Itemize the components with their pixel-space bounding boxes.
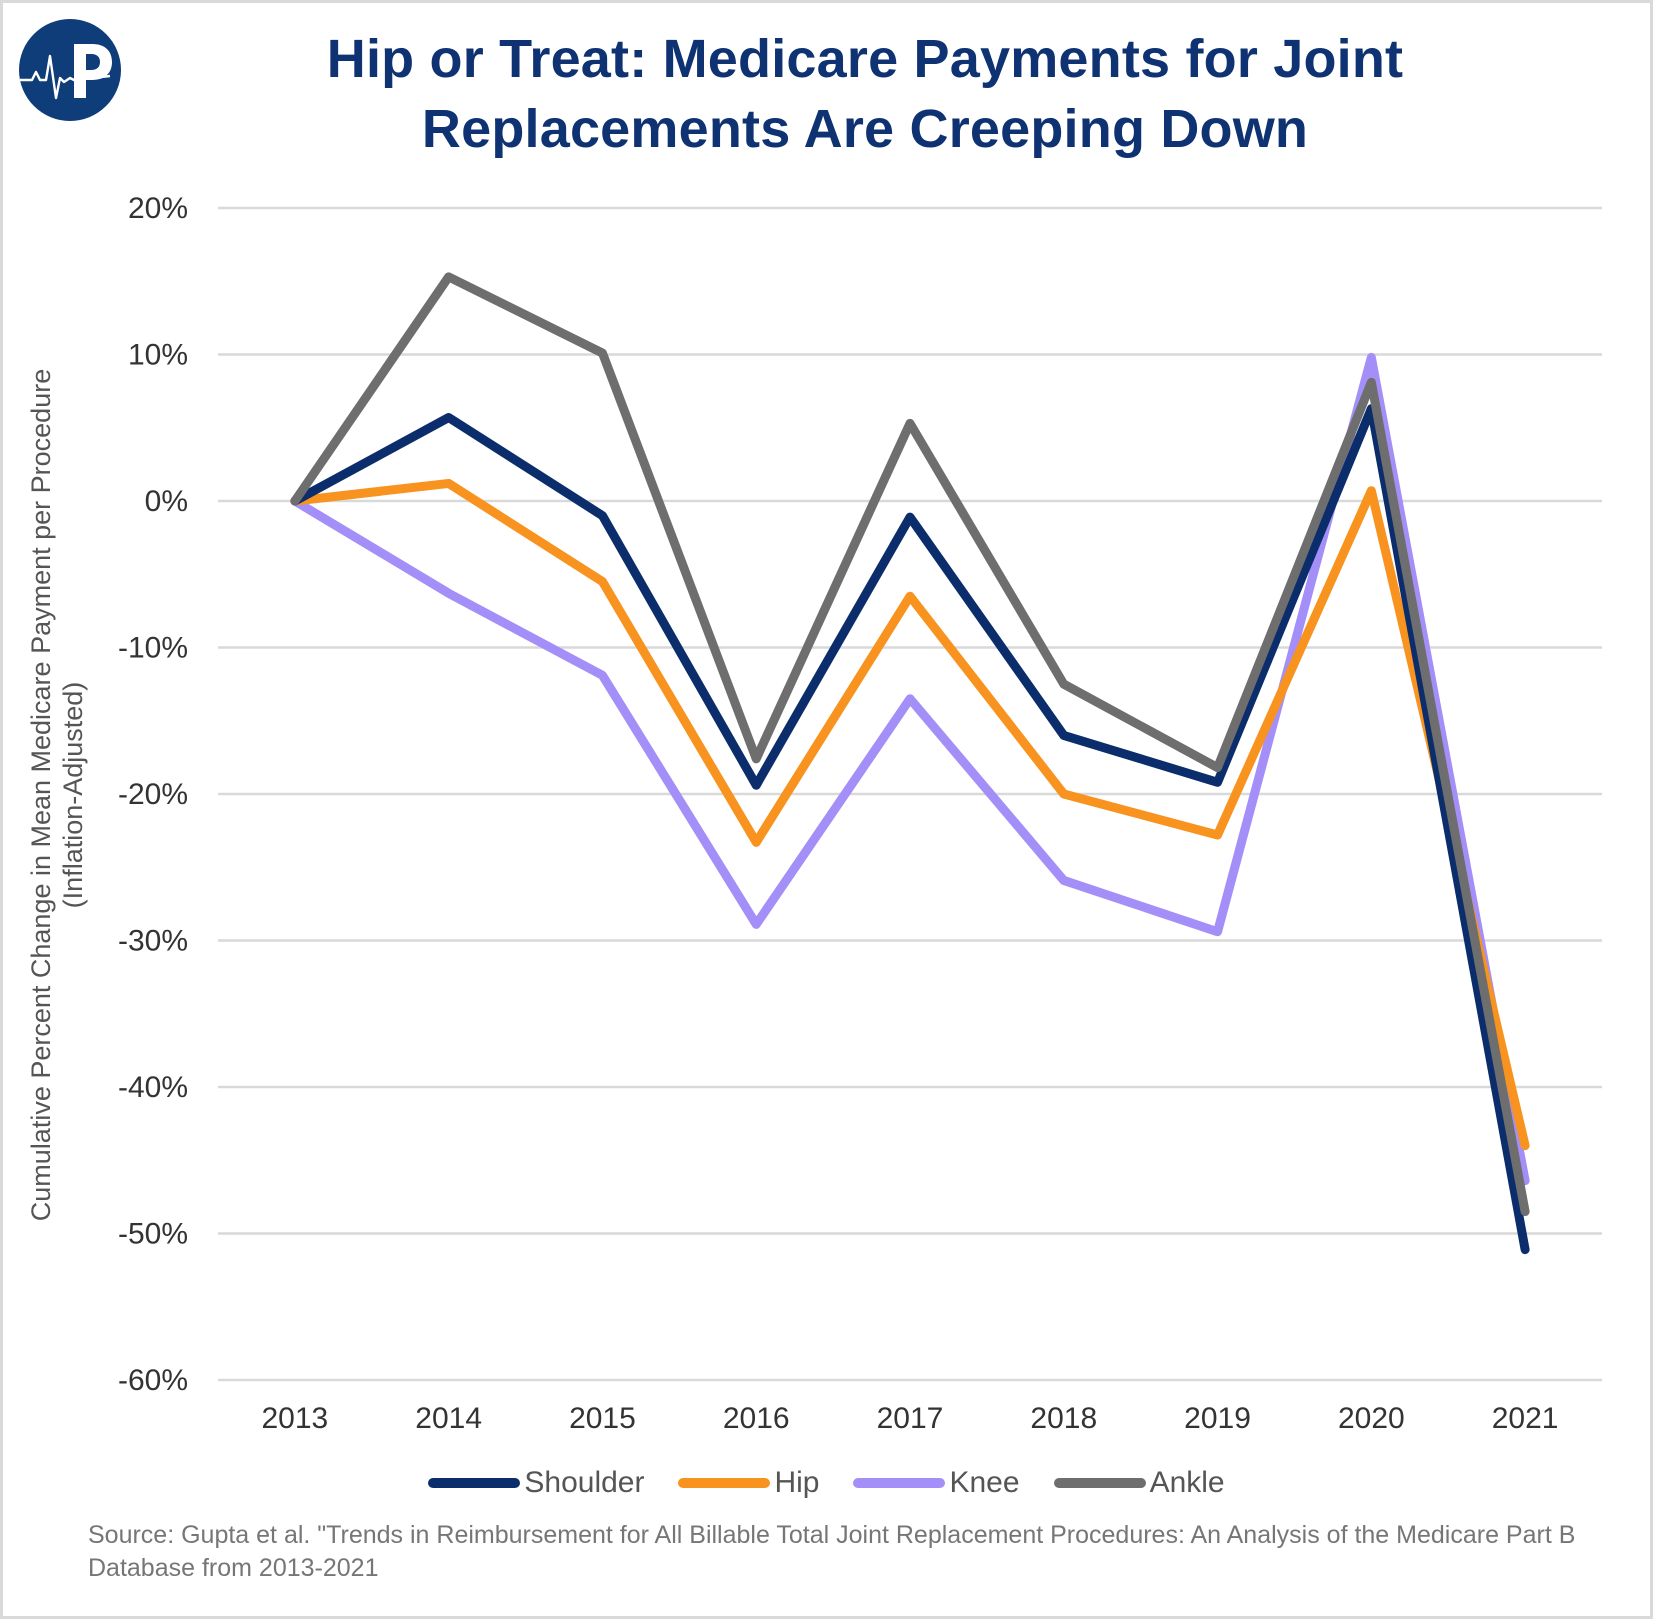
legend-label: Ankle — [1149, 1466, 1225, 1499]
x-tick-label: 2018 — [1030, 1402, 1097, 1435]
series-line-ankle — [290, 272, 1530, 1217]
legend-swatch — [428, 1478, 521, 1488]
legend-swatch — [678, 1478, 771, 1488]
y-tick-label: 0% — [145, 485, 188, 518]
legend-item-shoulder: Shoulder — [428, 1466, 644, 1500]
line-chart: 20%10%0%-10%-20%-30%-40%-50%-60% 2013 201… — [26, 192, 1602, 1435]
y-axis-ticks: 20% 10% 0% -10% -20% -30% -40% -50% -60% — [118, 192, 188, 1397]
chart-title-line-1: Hip or Treat: Medicare Payments for Join… — [326, 29, 1404, 89]
legend-label: Shoulder — [524, 1466, 645, 1499]
legend-item-hip: Hip — [678, 1466, 819, 1500]
y-tick-label: 10% — [128, 339, 188, 372]
x-tick-label: 2015 — [569, 1402, 636, 1435]
legend-item-ankle: Ankle — [1053, 1466, 1225, 1500]
x-tick-label: 2019 — [1184, 1402, 1251, 1435]
series-line-shoulder — [290, 404, 1530, 1255]
y-tick-label: -30% — [118, 925, 188, 958]
y-tick-label: 20% — [128, 192, 188, 225]
logo-icon — [19, 19, 121, 121]
series-lines — [290, 272, 1530, 1255]
chart-title-line-2: Replacements Are Creeping Down — [421, 99, 1309, 159]
y-axis-title-line-2: (Inflation-Adjusted) — [58, 682, 88, 909]
y-tick-label: -50% — [118, 1218, 188, 1251]
y-tick-label: -60% — [118, 1364, 188, 1397]
x-tick-label: 2016 — [723, 1402, 790, 1435]
x-tick-label: 2017 — [877, 1402, 944, 1435]
legend-label: Knee — [949, 1466, 1020, 1499]
x-tick-label: 2021 — [1492, 1402, 1559, 1435]
legend-swatch — [1053, 1478, 1146, 1488]
y-tick-label: -10% — [118, 632, 188, 665]
series-line-hip — [290, 478, 1530, 1151]
chart-title: Hip or Treat: Medicare Payments for Join… — [200, 24, 1530, 164]
x-axis-ticks: 2013 2014 2015 2016 2017 2018 2019 2020 2021 — [262, 1402, 1559, 1435]
x-tick-label: 2020 — [1338, 1402, 1405, 1435]
legend-label: Hip — [774, 1466, 820, 1499]
legend: Shoulder Hip Knee Ankle — [0, 1466, 1653, 1500]
legend-swatch — [853, 1478, 946, 1488]
gridlines — [218, 206, 1602, 1382]
source-note: Source: Gupta et al. "Trends in Reimburs… — [88, 1521, 1576, 1582]
y-tick-label: -20% — [118, 778, 188, 811]
y-tick-label: -40% — [118, 1071, 188, 1104]
y-axis-title: Cumulative Percent Change in Mean Medica… — [26, 369, 88, 1221]
legend-item-knee: Knee — [853, 1466, 1020, 1500]
x-tick-label: 2013 — [262, 1402, 329, 1435]
x-tick-label: 2014 — [415, 1402, 482, 1435]
y-axis-title-line-1: Cumulative Percent Change in Mean Medica… — [26, 369, 56, 1221]
